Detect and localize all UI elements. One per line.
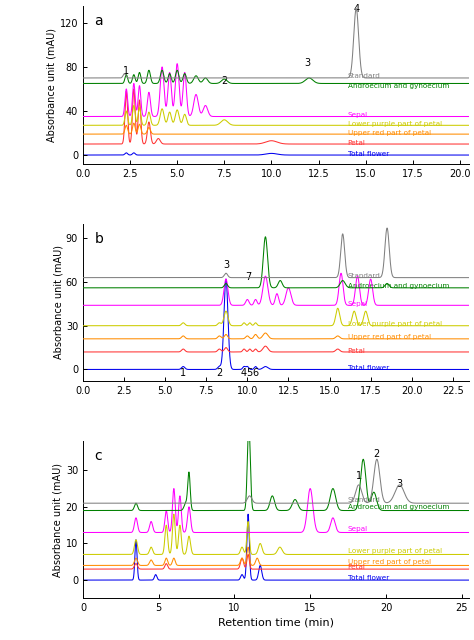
Y-axis label: Absorbance unit (mAU): Absorbance unit (mAU) <box>53 463 63 577</box>
Text: Standard: Standard <box>347 273 381 279</box>
Text: 4: 4 <box>241 368 247 378</box>
Text: Lower purple part of petal: Lower purple part of petal <box>347 321 442 327</box>
Text: 7: 7 <box>245 272 251 282</box>
Text: Lower purple part of petal: Lower purple part of petal <box>347 548 442 554</box>
Y-axis label: Absorbance unit (mAU): Absorbance unit (mAU) <box>47 28 57 142</box>
Text: a: a <box>94 14 103 28</box>
Text: Standard: Standard <box>347 497 381 502</box>
Text: Total flower: Total flower <box>347 365 389 371</box>
Text: 4: 4 <box>353 4 359 14</box>
Text: 3: 3 <box>304 58 310 68</box>
Text: Total flower: Total flower <box>347 575 389 581</box>
Text: Upper red part of petal: Upper red part of petal <box>347 334 431 340</box>
Text: Petal: Petal <box>347 348 365 353</box>
Text: 2: 2 <box>221 76 228 86</box>
Text: 3: 3 <box>223 260 229 270</box>
X-axis label: Retention time (min): Retention time (min) <box>218 618 334 627</box>
Text: Lower purple part of petal: Lower purple part of petal <box>347 121 442 127</box>
Text: Total flower: Total flower <box>347 151 389 157</box>
Text: Androecium and gynoecium: Androecium and gynoecium <box>347 504 449 510</box>
Y-axis label: Absorbance unit (mAU): Absorbance unit (mAU) <box>53 245 63 360</box>
Text: Petal: Petal <box>347 140 365 146</box>
Text: 2: 2 <box>374 449 380 460</box>
Text: Sepal: Sepal <box>347 113 368 118</box>
Text: 5: 5 <box>246 368 253 378</box>
Text: 1: 1 <box>180 368 186 378</box>
Text: Sepal: Sepal <box>347 301 368 307</box>
Text: 2: 2 <box>216 368 222 378</box>
Text: 1: 1 <box>123 66 129 76</box>
Text: 1: 1 <box>356 471 362 481</box>
Text: Androecium and gynoecium: Androecium and gynoecium <box>347 284 449 289</box>
Text: Androecium and gynoecium: Androecium and gynoecium <box>347 83 449 89</box>
Text: Standard: Standard <box>347 73 381 79</box>
Text: c: c <box>94 449 102 463</box>
Text: Upper red part of petal: Upper red part of petal <box>347 130 431 136</box>
Text: Sepal: Sepal <box>347 526 368 532</box>
Text: Upper red part of petal: Upper red part of petal <box>347 559 431 564</box>
Text: Petal: Petal <box>347 564 365 570</box>
Text: 3: 3 <box>397 479 402 488</box>
Text: b: b <box>94 232 103 246</box>
Text: 6: 6 <box>253 368 259 378</box>
